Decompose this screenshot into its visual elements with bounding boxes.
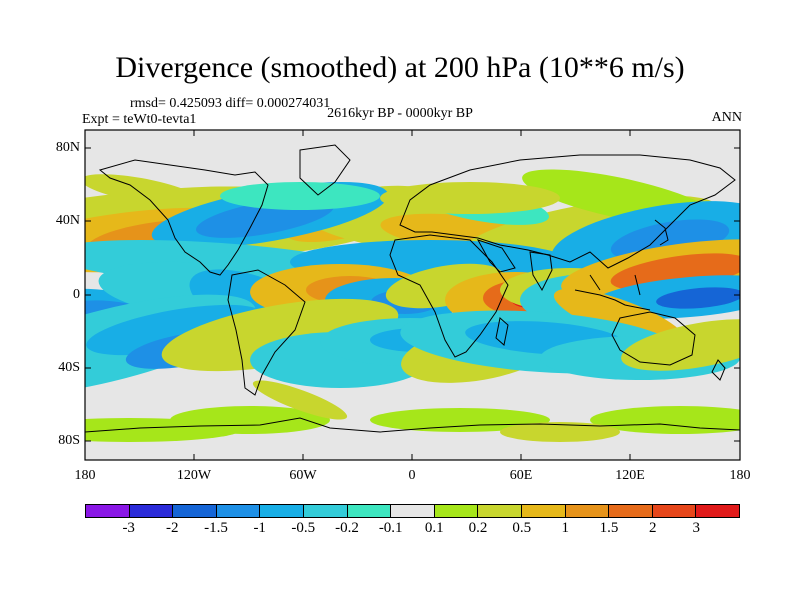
- colorbar-cell: [478, 505, 522, 517]
- colorbar-label: 3: [692, 520, 701, 536]
- colorbar-cell: [434, 505, 479, 517]
- contour-region: [220, 182, 380, 210]
- period-label: 2616kyr BP - 0000kyr BP: [327, 106, 473, 121]
- y-tick-label: 40N: [55, 213, 80, 228]
- colorbar-cell: [173, 505, 217, 517]
- x-tick-label: 60E: [509, 468, 533, 483]
- colorbar-cell: [347, 505, 392, 517]
- contour-fill-layer: [85, 169, 740, 442]
- colorbar-cell: [652, 505, 697, 517]
- coastline-africa: [389, 234, 509, 358]
- colorbar-cell: [521, 505, 566, 517]
- colorbar-label: 0.1: [424, 520, 444, 536]
- y-tick-label: 0: [73, 287, 80, 302]
- colorbar-label: 1.5: [599, 520, 619, 536]
- x-tick-label: 120E: [615, 468, 645, 483]
- x-tick-label: 60W: [289, 468, 317, 483]
- y-tick-label: 40S: [58, 360, 80, 375]
- colorbar-cell: [609, 505, 653, 517]
- colorbar-label: -3: [122, 520, 135, 536]
- colorbar: [85, 504, 740, 518]
- contour-region: [590, 406, 740, 434]
- y-tick-label: 80N: [55, 140, 80, 155]
- colorbar-label: -1: [253, 520, 266, 536]
- colorbar-label: -2: [166, 520, 179, 536]
- colorbar-label: -0.5: [291, 520, 316, 536]
- colorbar-cell: [216, 505, 261, 517]
- contour-region: [500, 422, 620, 442]
- x-tick-label: 180: [74, 468, 96, 483]
- coastline-india: [529, 251, 553, 292]
- colorbar-label: 1: [561, 520, 570, 536]
- x-tick-label: 0: [408, 468, 416, 483]
- colorbar-cell: [260, 505, 304, 517]
- contour-region: [86, 304, 264, 356]
- contour-region: [85, 174, 200, 206]
- coastline-madagascar: [495, 317, 509, 346]
- coastline-australia: [611, 311, 696, 366]
- axis-ticks: [84, 130, 741, 460]
- coastline-japan: [654, 219, 669, 246]
- contour-region: [380, 182, 560, 214]
- colorbar-label: 2: [648, 520, 657, 536]
- colorbar-cell: [86, 505, 130, 517]
- coastline-north-america: [98, 159, 269, 276]
- coastline-antarctica: [85, 417, 740, 433]
- coastline-eurasia: [399, 154, 736, 269]
- coastlines: [85, 144, 740, 433]
- season-label: ANN: [711, 110, 742, 125]
- colorbar-label: -1.5: [204, 520, 228, 536]
- colorbar-cell: [696, 505, 739, 517]
- colorbar-label: 0.2: [468, 520, 488, 536]
- colorbar-cell: [129, 505, 174, 517]
- contour-region: [370, 408, 550, 432]
- colorbar-label: -0.1: [378, 520, 403, 536]
- contour-region: [252, 380, 348, 420]
- coastline-arabia: [476, 239, 516, 273]
- colorbar-cell: [565, 505, 610, 517]
- contour-region: [656, 287, 740, 309]
- coastline-maritime-continent: [574, 274, 651, 311]
- colorbar-cell: [303, 505, 348, 517]
- y-tick-label: 80S: [58, 433, 80, 448]
- colorbar-cell: [391, 505, 435, 517]
- x-tick-label: 180: [729, 468, 751, 483]
- stats-label: rmsd= 0.425093 diff= 0.000274031: [130, 96, 331, 111]
- plot-title: Divergence (smoothed) at 200 hPa (10**6 …: [115, 51, 685, 84]
- coastline-new-zealand: [711, 359, 726, 381]
- x-tick-label: 120W: [176, 468, 212, 483]
- experiment-label: Expt = teWt0-tevta1: [82, 112, 197, 127]
- coastline-south-america: [227, 269, 306, 396]
- contour-region: [170, 406, 330, 434]
- colorbar-label: 0.5: [512, 520, 532, 536]
- contour-region: [161, 298, 399, 372]
- coastline-greenland: [299, 144, 351, 196]
- colorbar-label: -0.2: [335, 520, 359, 536]
